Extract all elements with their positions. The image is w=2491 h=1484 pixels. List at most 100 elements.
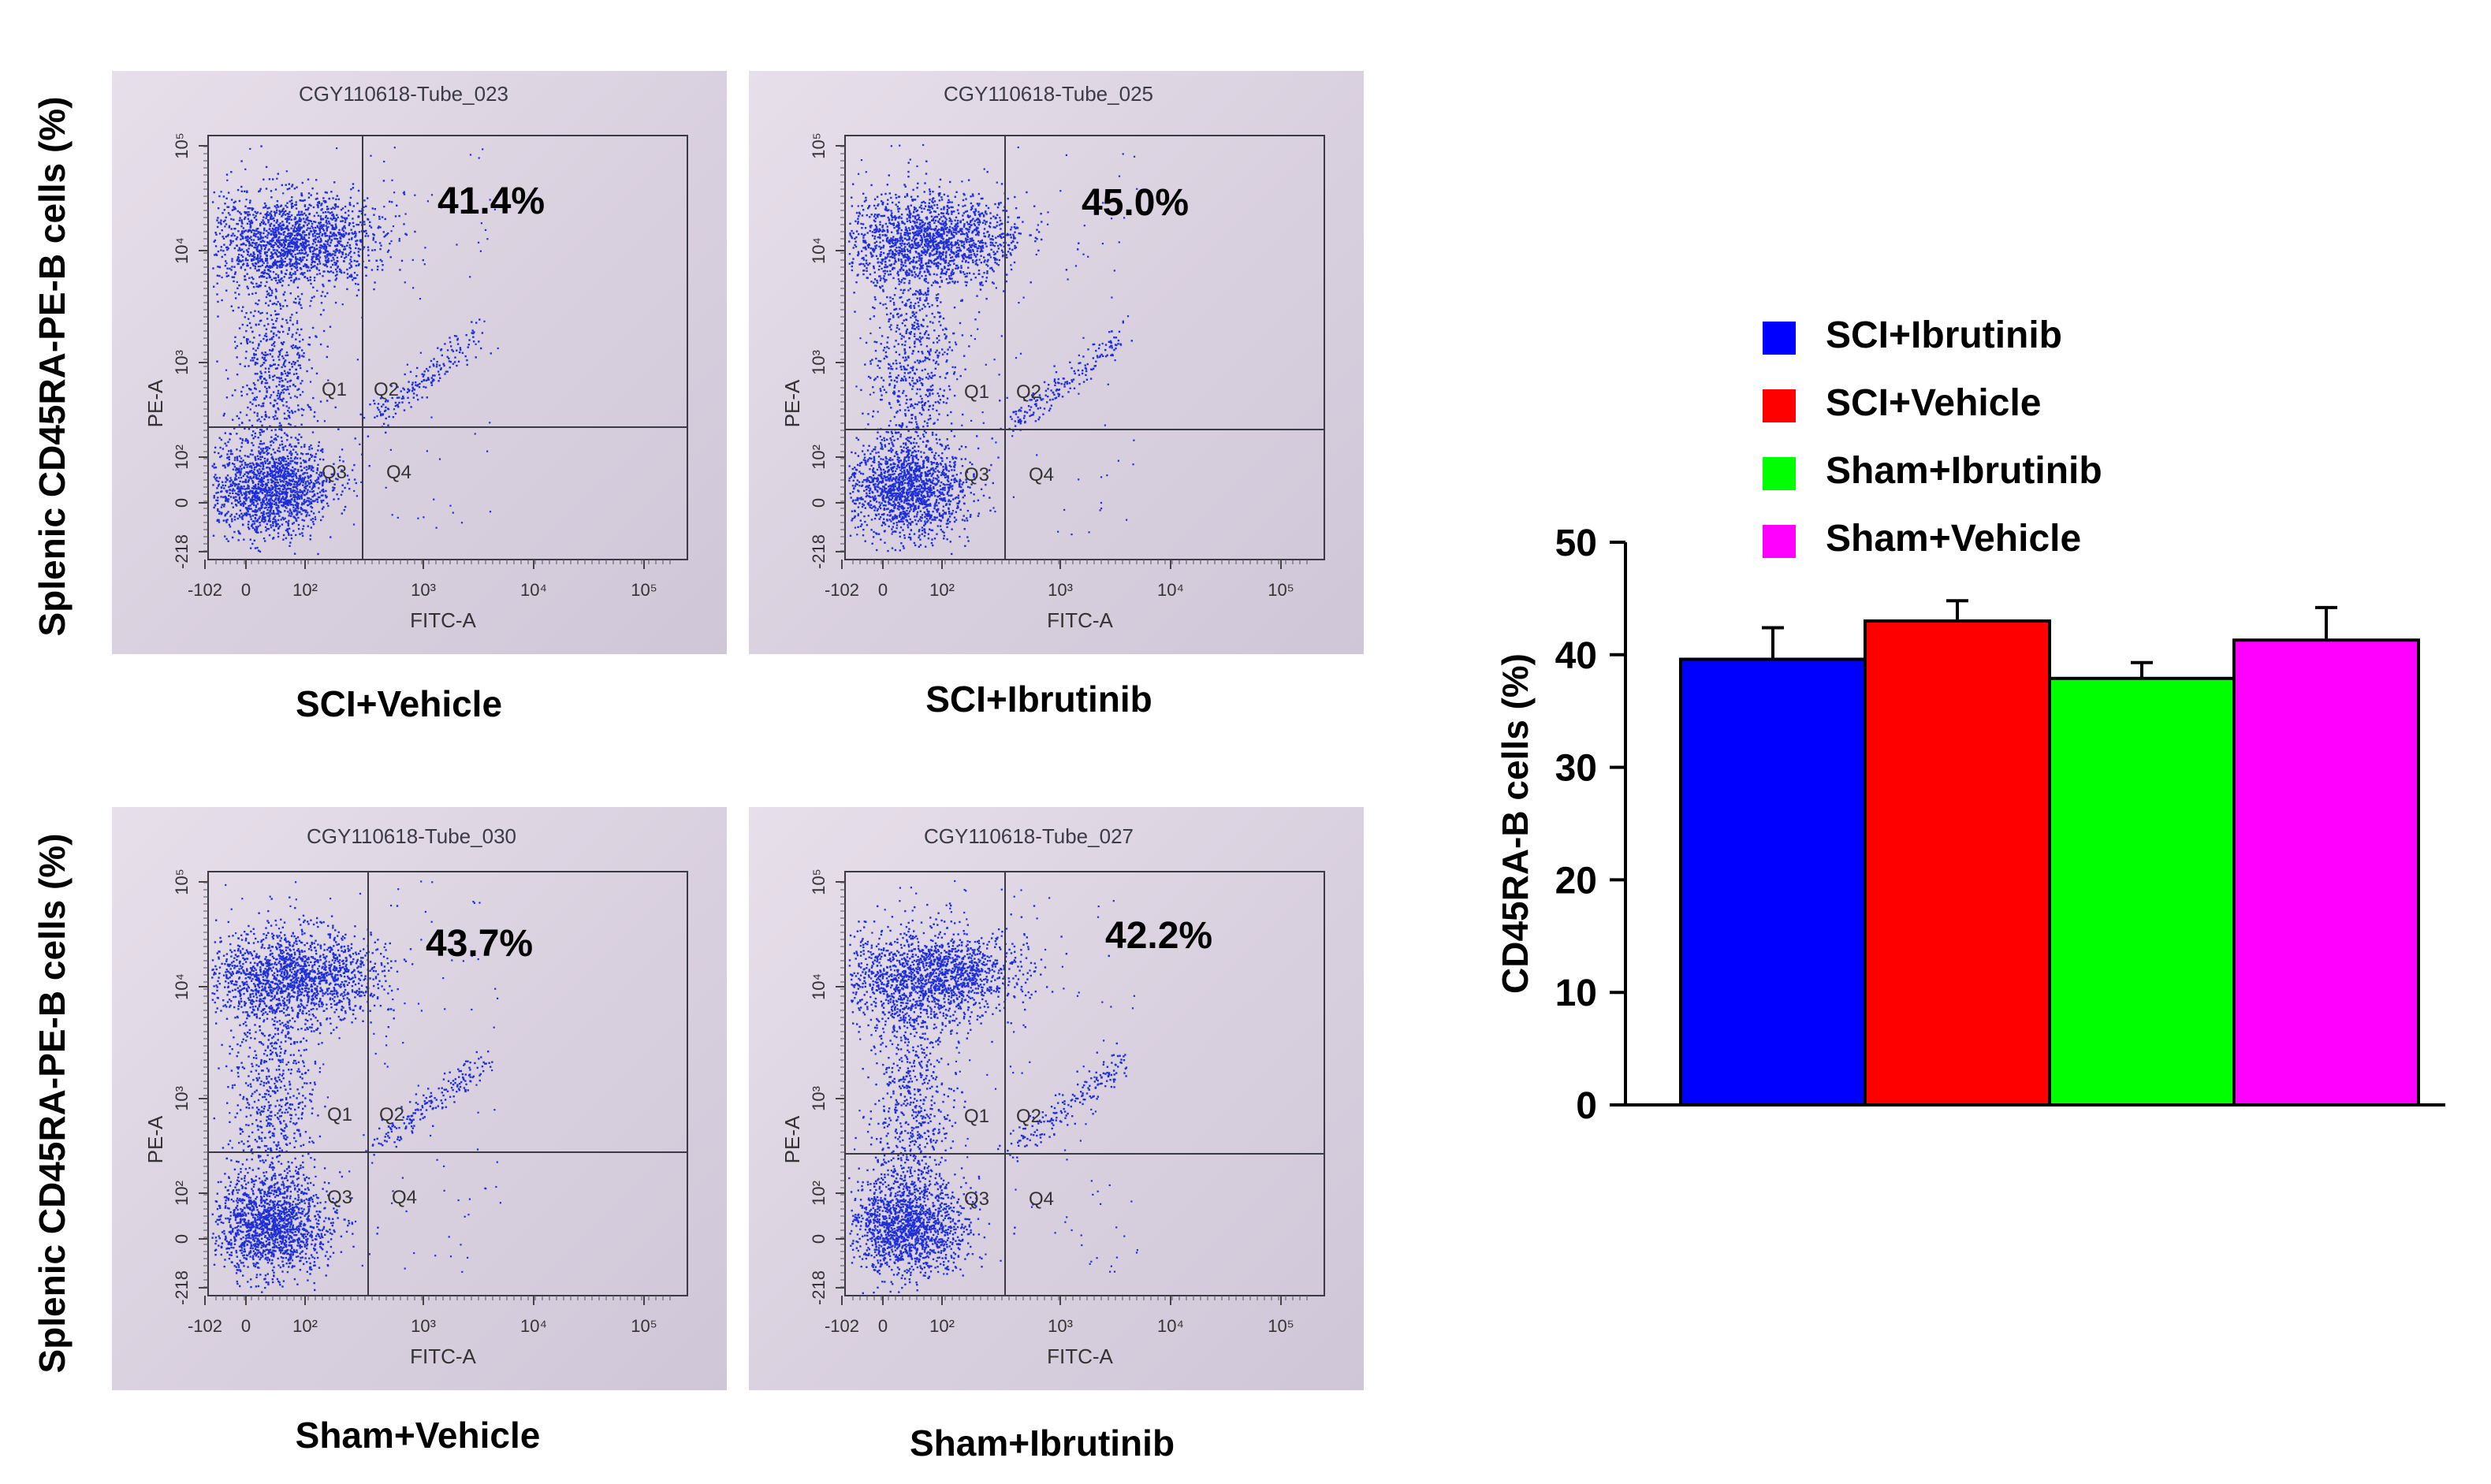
x-tick-label: 10³	[1048, 580, 1073, 600]
quadrant-label: Q1	[322, 379, 347, 400]
panel-caption: Sham+Ibrutinib	[909, 1423, 1175, 1464]
y-axis-label: PE-A	[780, 1115, 804, 1163]
panel-caption: Sham+Vehicle	[295, 1415, 541, 1456]
quadrant-label: Q4	[1029, 464, 1054, 485]
panel-title: CGY110618-Tube_030	[307, 824, 516, 848]
y-tick-label: 0	[1576, 1085, 1597, 1127]
quadrant-label: Q3	[327, 1187, 352, 1208]
quadrant-label: Q4	[386, 462, 411, 483]
x-tick-label: 10⁴	[1157, 580, 1184, 600]
flow-plot: Q1 Q2 Q3 Q4 -102 0 10² 10³ 10⁴ 10⁵ FITC-A -218 0 10² 1…	[143, 132, 688, 632]
plot-frame	[844, 135, 1325, 560]
legend-swatch	[1763, 525, 1796, 558]
legend-swatch	[1763, 389, 1796, 422]
x-tick-label: 10²	[292, 580, 318, 600]
x-tick-label: 10⁵	[1268, 1316, 1294, 1336]
quadrant-label: Q2	[379, 1104, 404, 1125]
y-tick-label: -218	[809, 1270, 828, 1305]
flow-panel-sham-vehicle: Q1 Q2 Q3 Q4 -102 0 10² 10³ 10⁴ 10⁵ FITC-A -218 0 10² 1…	[112, 807, 727, 1390]
y-axis-label: PE-A	[780, 379, 804, 427]
panel-title: CGY110618-Tube_023	[299, 82, 508, 106]
panel-caption: SCI+Vehicle	[295, 683, 503, 724]
y-tick-label: 10²	[172, 444, 192, 470]
legend-label: Sham+Vehicle	[1826, 518, 2082, 560]
y-axis-label: PE-A	[143, 1115, 167, 1163]
x-tick-label: 10⁵	[1268, 580, 1294, 600]
y-tick-label: 30	[1555, 748, 1597, 790]
flow-y-label-top: Splenic CD45RA-PE-B cells (%)	[32, 96, 73, 637]
quadrant-label: Q2	[1016, 1106, 1041, 1127]
x-tick-label: 10⁴	[1157, 1316, 1184, 1336]
quadrant-label: Q1	[327, 1104, 352, 1125]
quadrant-percent: 42.2%	[1105, 915, 1213, 957]
flow-panel-sham-ibrutinib: Q1 Q2 Q3 Q4 -102 0 10² 10³ 10⁴ 10⁵ FITC-A -218 0 10² 1…	[749, 807, 1364, 1390]
panel-caption: SCI+Ibrutinib	[925, 679, 1152, 720]
plot-frame	[207, 135, 688, 560]
legend-swatch	[1763, 457, 1796, 490]
quadrant-label: Q1	[964, 1106, 989, 1127]
x-tick-label: 10⁵	[631, 1316, 657, 1336]
x-tick-label: 10⁴	[520, 1316, 547, 1336]
y-tick-label: 10⁴	[809, 973, 828, 1000]
flow-plot: Q1 Q2 Q3 Q4 -102 0 10² 10³ 10⁴ 10⁵ FITC-A -218 0 10² 1…	[780, 132, 1325, 632]
legend-label: SCI+Ibrutinib	[1826, 314, 2062, 356]
x-tick-label: 10³	[411, 580, 436, 600]
legend-label: Sham+Ibrutinib	[1826, 450, 2102, 492]
y-tick-label: 10³	[172, 1086, 192, 1111]
quadrant-percent: 45.0%	[1082, 182, 1190, 224]
y-axis-title: CD45RA-B cells (%)	[1495, 653, 1536, 994]
quadrant-label: Q3	[964, 1188, 989, 1210]
flow-y-label-bottom: Splenic CD45RA-PE-B cells (%)	[32, 833, 73, 1374]
dot-cloud	[211, 880, 501, 1293]
quadrant-percent: 41.4%	[438, 180, 545, 222]
x-tick-label: 10²	[929, 1316, 955, 1336]
flow-plot: Q1 Q2 Q3 Q4 -102 0 10² 10³ 10⁴ 10⁵ FITC-A -218 0 10² 1…	[780, 868, 1325, 1368]
y-tick-label: 0	[172, 498, 192, 508]
flow-plot: Q1 Q2 Q3 Q4 -102 0 10² 10³ 10⁴ 10⁵ FITC-A -218 0 10² 1…	[143, 868, 688, 1368]
dot-cloud	[848, 143, 1138, 556]
y-tick-label: -218	[172, 1270, 192, 1305]
x-tick-label: 10²	[929, 580, 955, 600]
y-tick-label: 0	[809, 1234, 828, 1244]
quadrant-label: Q3	[322, 462, 347, 483]
quadrant-label: Q3	[964, 464, 989, 485]
x-tick-label: -102	[188, 1316, 222, 1336]
x-axis-label: FITC-A	[1047, 608, 1113, 632]
flow-panel-sci-vehicle: Q1 Q2 Q3 Q4 -102 0 10² 10³ 10⁴ 10⁵ FITC-A -218 0 10² 1…	[112, 71, 727, 654]
x-tick-label: -102	[825, 1316, 859, 1336]
y-tick-label: 10⁵	[172, 132, 192, 159]
x-tick-label: 10²	[292, 1316, 318, 1336]
y-tick-label: 10⁵	[809, 132, 828, 159]
bar	[2232, 638, 2420, 1106]
y-tick-label: 10⁴	[172, 237, 192, 264]
y-tick-label: 10²	[172, 1181, 192, 1206]
y-tick-label: 20	[1555, 860, 1597, 902]
y-tick-label: 0	[809, 498, 828, 508]
x-tick-label: 0	[241, 1316, 251, 1336]
y-tick-label: -218	[809, 534, 828, 569]
y-tick-label: 10⁴	[809, 237, 828, 264]
dot-cloud	[848, 880, 1138, 1295]
x-tick-label: 10⁴	[520, 580, 547, 600]
legend-label: SCI+Vehicle	[1826, 382, 2042, 424]
legend-swatch	[1763, 322, 1796, 355]
bar	[2048, 676, 2236, 1106]
panel-title: CGY110618-Tube_025	[944, 82, 1153, 106]
x-tick-label: -102	[188, 580, 222, 600]
x-tick-label: 0	[241, 580, 251, 600]
x-tick-label: 10⁵	[631, 580, 657, 600]
y-tick-label: 10³	[809, 1086, 828, 1111]
quadrant-label: Q2	[374, 379, 399, 400]
x-axis-label: FITC-A	[1047, 1345, 1113, 1368]
y-tick-label: 10³	[172, 350, 192, 375]
dot-cloud	[211, 145, 499, 556]
y-axis-label: PE-A	[143, 379, 167, 427]
bar	[1679, 657, 1867, 1106]
bar-chart: 0 10 20 30 40 50 CD45RA-B cells (%)	[1495, 523, 2445, 1127]
quadrant-label: Q2	[1016, 381, 1041, 403]
plot-frame	[207, 871, 688, 1296]
x-axis-label: FITC-A	[410, 608, 476, 632]
x-tick-label: 0	[878, 580, 888, 600]
y-tick-label: 0	[172, 1234, 192, 1244]
panel-title: CGY110618-Tube_027	[924, 824, 1134, 848]
